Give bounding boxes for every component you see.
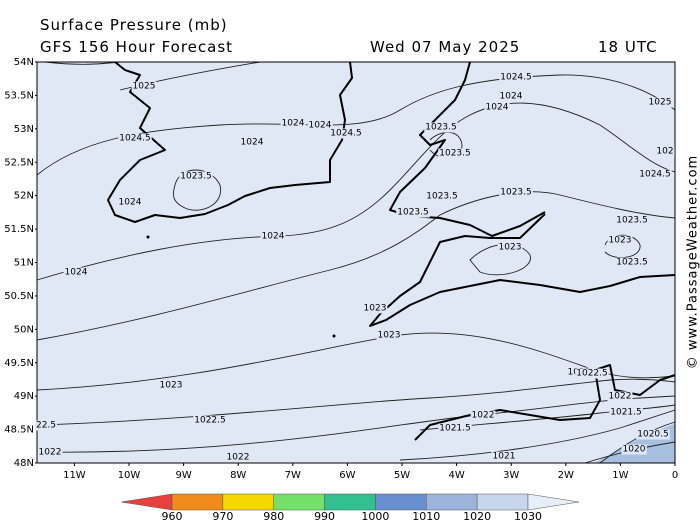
contour-label: 1023 — [609, 236, 632, 246]
latitude-label: 52N — [14, 191, 34, 202]
island — [147, 236, 150, 239]
contour-label: 1024 — [500, 92, 523, 102]
latitude-label: 48.5N — [4, 425, 34, 436]
longitude-label: 9W — [175, 470, 191, 481]
colorbar-segment — [477, 494, 528, 510]
contour-label: 102 — [656, 147, 673, 157]
longitude-label: 7W — [285, 470, 301, 481]
contour-label: 1023.5 — [439, 149, 471, 159]
latitude-label: 51N — [14, 258, 34, 269]
latitude-label: 52.5N — [4, 157, 34, 168]
colorbar-low — [121, 494, 172, 510]
contour-label: 1024 — [282, 119, 305, 129]
contour-label: 1023 — [364, 304, 387, 314]
latitude-label: 51.5N — [4, 224, 34, 235]
longitude-label: 0 — [672, 470, 678, 481]
contour-label: 1024 — [65, 268, 88, 278]
contour-label: 1023.5 — [616, 216, 648, 226]
latitude-label: 49N — [14, 391, 34, 402]
contour-label: 1023 — [499, 243, 522, 253]
latitude-label: 50.5N — [4, 291, 34, 302]
contour-label: 1022 — [609, 392, 632, 402]
forecast-time: 18 UTC — [598, 38, 658, 56]
colorbar-high — [528, 494, 579, 510]
colorbar-segment — [223, 494, 274, 510]
contour-label: 1023.5 — [425, 123, 457, 133]
contour-label: 1024.5 — [500, 73, 532, 83]
contour-label: 1022.5 — [194, 416, 226, 426]
colorbar-label: 960 — [162, 510, 183, 523]
contour-label: 1022.5 — [576, 369, 608, 379]
colorbar-label: 1010 — [412, 510, 440, 523]
contour-label: 1024.5 — [119, 134, 151, 144]
colorbar-label: 970 — [212, 510, 233, 523]
contour-label: 1023.5 — [180, 172, 212, 182]
credit: © www.PassageWeather.com — [686, 155, 700, 369]
contour-label: 22.5 — [36, 421, 56, 431]
latitude-label: 49.5N — [4, 358, 34, 369]
contour-label: 1020.5 — [637, 430, 669, 440]
colorbar-label: 1020 — [463, 510, 491, 523]
contour-label: 1025 — [133, 82, 156, 92]
longitude-label: 11W — [63, 470, 86, 481]
latitude-label: 53.5N — [4, 90, 34, 101]
colorbar-segment — [274, 494, 325, 510]
colorbar-segment — [172, 494, 223, 510]
longitude-label: 4W — [448, 470, 464, 481]
contour-label: 1023 — [378, 331, 401, 341]
contour-label: 1023.5 — [616, 258, 648, 268]
latitude-label: 53N — [14, 124, 34, 135]
latitude-label: 54N — [14, 57, 34, 68]
contour-label: 1021.5 — [610, 408, 642, 418]
latitude-label: 48N — [14, 458, 34, 469]
longitude-label: 6W — [339, 470, 355, 481]
contour-label: 1021 — [493, 452, 516, 462]
island — [333, 335, 336, 338]
longitude-label: 5W — [394, 470, 410, 481]
contour-label: 1025 — [649, 98, 672, 108]
contour-label: 1024 — [119, 198, 142, 208]
contour-label: 1020 — [623, 445, 646, 455]
contour-label: 1024 — [262, 232, 285, 242]
colorbar-label: 990 — [314, 510, 335, 523]
forecast-date: Wed 07 May 2025 — [370, 38, 520, 56]
contour-label: 1023.5 — [397, 208, 429, 218]
colorbar-segment — [325, 494, 376, 510]
contour-label: 1024.5 — [639, 170, 671, 180]
contour-label: 1024 — [486, 103, 509, 113]
contour-label: 1024 — [241, 138, 264, 148]
colorbar-label: 980 — [263, 510, 284, 523]
longitude-label: 3W — [503, 470, 519, 481]
latitude-label: 50N — [14, 324, 34, 335]
contour-label: 1024.5 — [330, 129, 362, 139]
contour-label: 1022 — [472, 411, 495, 421]
longitude-label: 8W — [230, 470, 246, 481]
contour-label: 1022 — [227, 453, 250, 463]
longitude-label: 10W — [118, 470, 141, 481]
longitude-label: 2W — [558, 470, 574, 481]
colorbar-segment — [426, 494, 477, 510]
longitude-label: 1W — [612, 470, 628, 481]
title: Surface Pressure (mb) — [40, 16, 228, 34]
contour-label: 1023.5 — [500, 188, 532, 198]
colorbar-segment — [375, 494, 426, 510]
contour-label: 1021.5 — [439, 424, 471, 434]
subtitle: GFS 156 Hour Forecast — [40, 38, 233, 56]
colorbar-label: 1000 — [361, 510, 389, 523]
contour-label: 1023 — [160, 381, 183, 391]
contour-label: 1022 — [39, 448, 62, 458]
colorbar-label: 1030 — [514, 510, 542, 523]
contour-label: 1024 — [309, 121, 332, 131]
contour-label: 1023.5 — [426, 192, 458, 202]
